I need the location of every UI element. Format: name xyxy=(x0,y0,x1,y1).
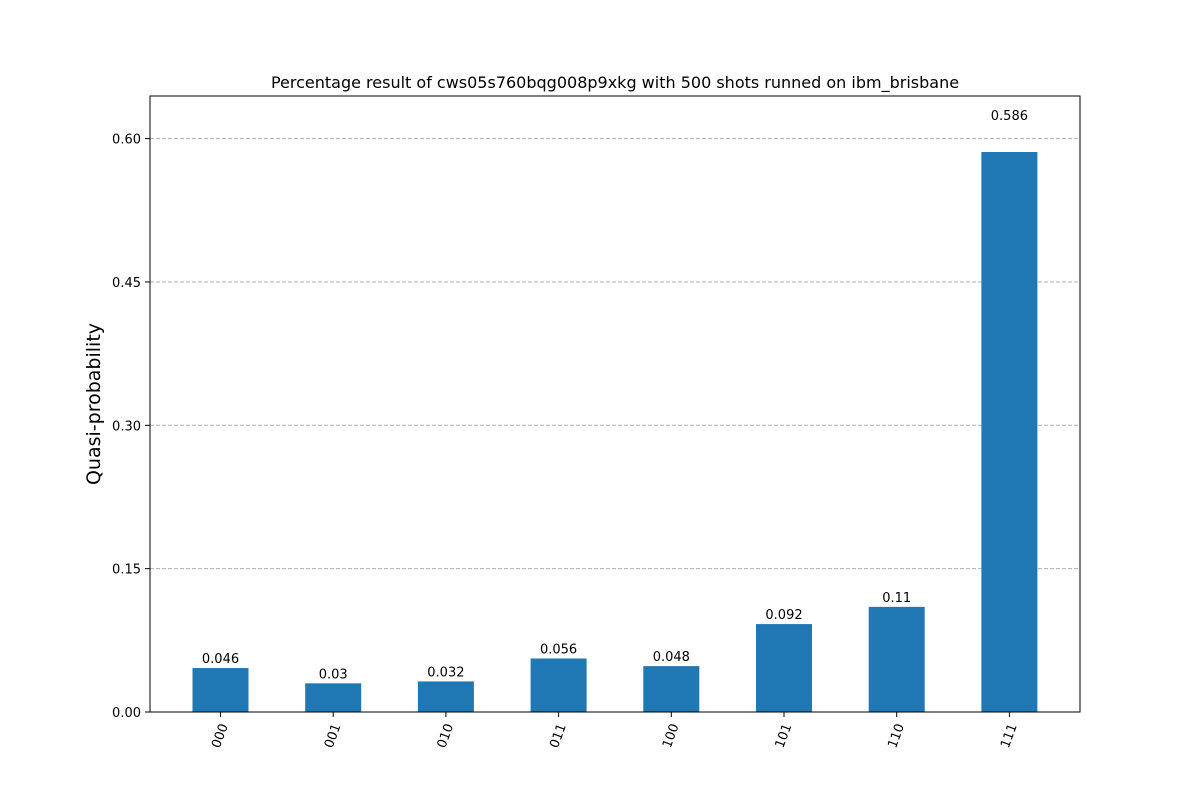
chart-title: Percentage result of cws05s760bqg008p9xk… xyxy=(271,73,959,93)
y-axis-ticks: 0.00 0.15 0.30 0.45 0.60 xyxy=(112,133,150,721)
bar-value-labels: 0.046 0.03 0.032 0.056 0.048 0.092 0.11 0.586 xyxy=(202,109,1028,682)
bar-value-label: 0.046 xyxy=(202,652,239,667)
x-tick-label: 111 xyxy=(998,722,1021,750)
y-tick-label: 0.45 xyxy=(112,276,141,291)
bar-100 xyxy=(643,666,700,712)
y-tick-label: 0.60 xyxy=(112,133,141,148)
bar-001 xyxy=(305,683,362,712)
y-axis-label: Quasi-probability xyxy=(83,323,105,485)
x-tick-label: 000 xyxy=(209,722,232,750)
plot-frame xyxy=(149,95,1081,713)
y-tick-label: 0.00 xyxy=(112,706,141,721)
bar-011 xyxy=(530,658,587,712)
bar-010 xyxy=(417,681,474,712)
x-tick-label: 110 xyxy=(885,722,908,750)
y-tick-label: 0.30 xyxy=(112,419,141,434)
bar-value-label: 0.032 xyxy=(427,665,464,680)
bars xyxy=(192,152,1038,712)
bar-111 xyxy=(981,152,1038,712)
bar-value-label: 0.056 xyxy=(540,642,577,657)
bar-value-label: 0.11 xyxy=(882,591,911,606)
bar-value-label: 0.048 xyxy=(653,650,690,665)
bar-value-label: 0.03 xyxy=(319,667,348,682)
y-tick-label: 0.15 xyxy=(112,563,141,578)
x-tick-label: 001 xyxy=(322,722,345,750)
bar-101 xyxy=(756,624,812,712)
x-axis-ticks: 000 001 010 011 100 101 110 111 xyxy=(209,712,1021,750)
bar-value-label: 0.586 xyxy=(991,109,1028,124)
bar-value-label: 0.092 xyxy=(765,608,802,623)
bar-110 xyxy=(868,606,925,712)
bar-000 xyxy=(192,668,249,712)
x-tick-label: 011 xyxy=(547,722,570,750)
x-tick-label: 100 xyxy=(660,722,683,750)
grid-lines xyxy=(150,138,1080,570)
x-tick-label: 101 xyxy=(773,722,796,750)
x-tick-label: 010 xyxy=(435,722,458,750)
